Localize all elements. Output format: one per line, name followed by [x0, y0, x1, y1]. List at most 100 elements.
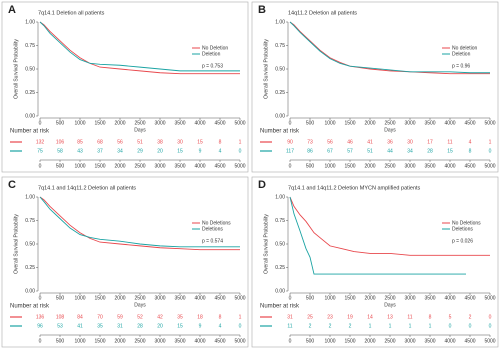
p-value: p = 0.574 — [202, 238, 223, 244]
risk-x-label: 4000 — [444, 163, 455, 169]
risk-count: 70 — [97, 314, 103, 320]
survival-curve — [289, 21, 490, 74]
risk-title: Number at risk — [260, 129, 300, 135]
survival-curve — [39, 21, 240, 75]
x-tick-label: 500 — [306, 120, 315, 126]
risk-x-label: 1000 — [324, 163, 335, 169]
x-tick-label: 5000 — [484, 295, 495, 301]
x-tick-label: 2000 — [364, 120, 375, 126]
y-tick-label: 0.75 — [25, 43, 35, 49]
x-tick-label: 3500 — [424, 120, 435, 126]
survival-curve — [289, 196, 490, 256]
risk-count: 11 — [407, 314, 412, 320]
risk-count: 0 — [489, 314, 492, 320]
legend-label: Deletion — [452, 51, 471, 57]
risk-count: 132 — [36, 139, 45, 145]
risk-count: 17 — [427, 139, 433, 145]
risk-count: 31 — [287, 314, 293, 320]
y-tick-label: 0.00 — [275, 113, 285, 119]
chart-title: 7q14.1 and 14q11.2 Deletion MYCN amplifi… — [288, 185, 421, 191]
p-value: p = 0.753 — [202, 63, 223, 69]
y-axis-label: Overall Survival Probability — [13, 39, 19, 99]
risk-count: 37 — [97, 148, 103, 154]
x-tick-label: 1500 — [344, 120, 355, 126]
risk-count: 28 — [427, 148, 433, 154]
risk-count: 35 — [97, 323, 103, 329]
x-tick-label: 3000 — [404, 120, 415, 126]
panel-frame — [1, 1, 249, 173]
x-axis-label: Days — [134, 302, 146, 308]
risk-count: 25 — [307, 314, 313, 320]
risk-count: 136 — [36, 314, 45, 320]
x-tick-label: 2500 — [384, 120, 395, 126]
y-tick-label: 0.75 — [275, 43, 285, 49]
x-tick-label: 4500 — [214, 295, 225, 301]
risk-x-label: 1000 — [324, 338, 335, 344]
y-tick-label: 0.25 — [275, 265, 285, 271]
legend-label: No deletion — [452, 45, 478, 51]
p-value: p = 0.96 — [452, 63, 470, 69]
risk-x-label: 5000 — [234, 338, 245, 344]
risk-count: 117 — [286, 148, 294, 154]
risk-count: 1 — [489, 139, 492, 145]
y-axis-label: Overall Survival Probability — [263, 39, 269, 99]
risk-count: 57 — [347, 148, 353, 154]
risk-count: 30 — [407, 139, 413, 145]
y-tick-label: 0.25 — [275, 90, 285, 96]
risk-count: 73 — [307, 139, 313, 145]
survival-curve — [39, 21, 240, 72]
risk-count: 15 — [197, 139, 203, 145]
x-tick-label: 1000 — [324, 120, 335, 126]
risk-count: 59 — [117, 314, 123, 320]
risk-x-label: 1000 — [74, 163, 85, 169]
risk-count: 41 — [367, 139, 373, 145]
risk-count: 0 — [449, 323, 452, 329]
x-axis-label: Days — [384, 302, 396, 308]
risk-x-label: 3500 — [424, 163, 435, 169]
legend-label: No Deletions — [202, 220, 231, 226]
x-tick-label: 0 — [39, 295, 42, 301]
risk-count: 2 — [329, 323, 332, 329]
risk-x-label: 4500 — [214, 163, 225, 169]
risk-count: 36 — [387, 139, 393, 145]
risk-count: 19 — [347, 314, 353, 320]
x-tick-label: 1000 — [74, 295, 85, 301]
risk-count: 53 — [57, 323, 63, 329]
y-tick-label: 0.50 — [275, 241, 285, 247]
risk-x-label: 2000 — [114, 163, 125, 169]
risk-count: 67 — [327, 148, 333, 154]
risk-count: 13 — [387, 314, 393, 320]
x-tick-label: 4500 — [464, 120, 475, 126]
risk-title: Number at risk — [10, 304, 50, 310]
risk-x-label: 5000 — [484, 338, 495, 344]
risk-count: 1 — [429, 323, 432, 329]
risk-count: 0 — [239, 148, 242, 154]
risk-count: 4 — [219, 323, 222, 329]
y-tick-label: 0.75 — [25, 218, 35, 224]
x-tick-label: 2500 — [134, 120, 145, 126]
risk-x-label: 3500 — [174, 163, 185, 169]
risk-count: 31 — [117, 323, 123, 329]
legend-label: Deletions — [202, 226, 223, 232]
panel-letter: C — [8, 179, 16, 191]
survival-curve — [289, 196, 466, 275]
risk-count: 52 — [137, 314, 143, 320]
risk-count: 0 — [469, 323, 472, 329]
risk-count: 15 — [447, 148, 453, 154]
x-tick-label: 3000 — [404, 295, 415, 301]
risk-count: 56 — [117, 139, 123, 145]
chart-title: 7q14.1 Deletion all patients — [38, 10, 105, 16]
risk-count: 2 — [349, 323, 352, 329]
x-tick-label: 1500 — [94, 120, 105, 126]
risk-x-label: 4000 — [444, 338, 455, 344]
risk-count: 8 — [219, 314, 222, 320]
x-tick-label: 5000 — [234, 295, 245, 301]
risk-title: Number at risk — [10, 129, 50, 135]
risk-x-label: 4500 — [214, 338, 225, 344]
panel-frame — [1, 176, 249, 348]
y-tick-label: 0.00 — [25, 113, 35, 119]
x-axis-label: Days — [134, 127, 146, 133]
risk-count: 8 — [219, 139, 222, 145]
x-tick-label: 2500 — [384, 295, 395, 301]
